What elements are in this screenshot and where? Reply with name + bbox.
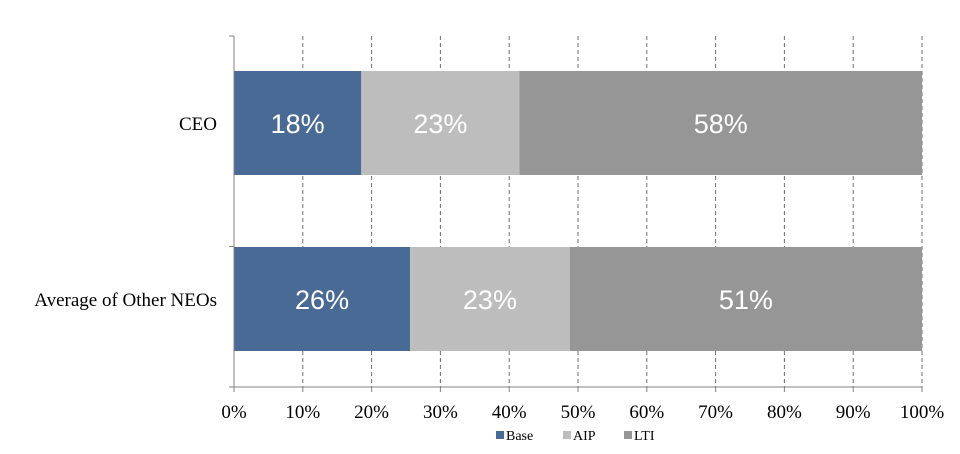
x-tick-label: 60% [629, 402, 664, 423]
category-labels: CEO Average of Other NEOs [34, 114, 217, 311]
category-label: Average of Other NEOs [34, 290, 217, 311]
data-label-aip-1: 23% [413, 109, 467, 139]
bar-aip-1 [361, 71, 520, 175]
data-label-lti-1: 58% [694, 109, 748, 139]
bars [234, 71, 922, 351]
bar-lti-1 [519, 71, 922, 175]
x-tick-label: 20% [354, 402, 389, 423]
x-tick-labels: 0% 10% 20% 30% 40% 50% 60% 70% 80% 90% 100% [221, 402, 944, 423]
bar-aip-2 [410, 247, 570, 351]
x-tick-label: 10% [285, 402, 320, 423]
x-tick-label: 0% [221, 402, 247, 423]
x-tick-label: 30% [423, 402, 458, 423]
legend-swatch-aip [563, 431, 571, 439]
data-label-base-2: 26% [295, 285, 349, 315]
legend-swatch-lti [624, 431, 632, 439]
x-tick-label: 90% [836, 402, 871, 423]
data-label-aip-2: 23% [463, 285, 517, 315]
x-tick-label: 70% [698, 402, 733, 423]
data-label-lti-2: 51% [719, 285, 773, 315]
x-tick-label: 100% [900, 402, 945, 423]
bar-lti-2 [569, 247, 922, 351]
x-tick-label: 40% [492, 402, 527, 423]
legend-label-lti: LTI [634, 429, 655, 444]
data-label-base-1: 18% [271, 109, 325, 139]
x-tick-label: 80% [767, 402, 802, 423]
data-labels: 18% 23% 58% 26% 23% 51% [271, 109, 773, 315]
legend-swatch-base [496, 431, 504, 439]
bar-base-2 [234, 247, 411, 351]
bar-base-1 [234, 71, 362, 175]
legend-label-base: Base [506, 429, 533, 444]
legend-label-aip: AIP [573, 429, 596, 444]
category-label: CEO [179, 114, 217, 135]
axes [229, 35, 923, 392]
legend: Base AIP LTI [496, 429, 655, 444]
x-tick-label: 50% [561, 402, 596, 423]
